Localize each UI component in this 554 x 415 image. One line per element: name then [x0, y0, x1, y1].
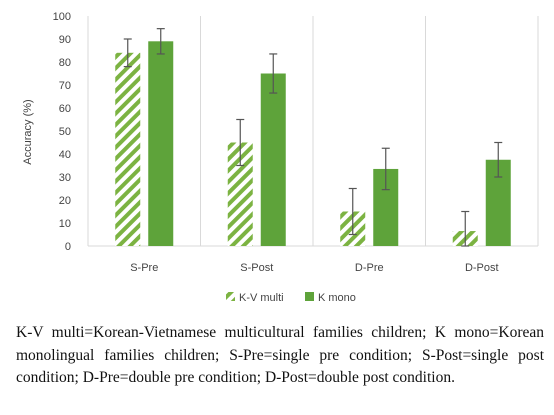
y-axis-label: Accuracy (%)	[22, 99, 34, 164]
x-tick-label: D-Post	[465, 262, 499, 274]
bar-k-mono	[260, 73, 286, 246]
y-tick-label: 20	[59, 195, 71, 207]
y-tick-label: 40	[59, 149, 71, 161]
y-tick-label: 90	[59, 34, 71, 46]
legend-swatch	[305, 292, 314, 301]
y-tick-label: 100	[53, 11, 71, 23]
y-tick-label: 0	[65, 241, 71, 253]
y-tick-label: 60	[59, 103, 71, 115]
x-tick-label: S-Pre	[130, 262, 158, 274]
bar-chart: Accuracy (%) 0 10 20 30 40 50 60 70 80 90 100 S-Pre…	[22, 11, 539, 304]
y-tick-label: 80	[59, 57, 71, 69]
y-tick-label: 10	[59, 218, 71, 230]
y-tick-label: 50	[59, 126, 71, 138]
bar-k-mono	[148, 41, 174, 246]
y-tick-label: 70	[59, 80, 71, 92]
figure-caption: K-V multi=Korean-Vietnamese multicultura…	[16, 324, 544, 386]
legend-swatch	[226, 292, 235, 301]
bar-k-v-multi	[115, 52, 141, 246]
y-tick-label: 30	[59, 172, 71, 184]
x-tick-label: S-Post	[240, 262, 273, 274]
legend-label: K mono	[318, 292, 356, 304]
x-tick-label: D-Pre	[355, 262, 384, 274]
legend-label: K-V multi	[239, 292, 284, 304]
